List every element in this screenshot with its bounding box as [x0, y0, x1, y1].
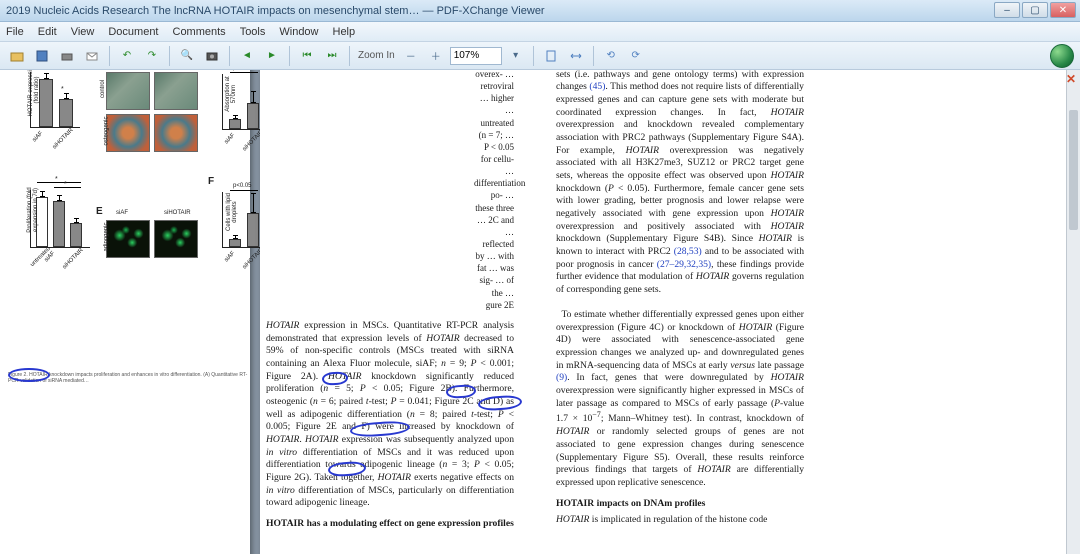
menu-tools[interactable]: Tools: [240, 26, 266, 38]
pdf-page-right: overex- … retroviral … higher … untreate…: [260, 70, 1068, 554]
window-titlebar: 2019 Nucleic Acids Research The lncRNA H…: [0, 0, 1080, 22]
panel-label-f: F: [208, 176, 214, 187]
micrograph-c1: [106, 72, 150, 110]
first-page-icon[interactable]: ⏮: [296, 45, 318, 67]
menubar: File Edit View Document Comments Tools W…: [0, 22, 1080, 42]
col1-fragment: overex- … retroviral … higher … untreate…: [474, 70, 514, 311]
menu-window[interactable]: Window: [279, 26, 318, 38]
undo-icon[interactable]: ↶: [116, 45, 138, 67]
zoom-dropdown-icon[interactable]: ▾: [505, 45, 527, 67]
ylabel-d: Absorption at 570nm: [225, 70, 237, 119]
next-page-icon[interactable]: ►: [261, 45, 283, 67]
zoom-label: Zoom In: [358, 50, 395, 61]
toolbar: ↶ ↷ 🔍 ◄ ► ⏮ ⏭ Zoom In － ＋ 107% ▾ ⟲ ⟳: [0, 42, 1080, 70]
zoom-value-field[interactable]: 107%: [450, 47, 502, 65]
redo-icon[interactable]: ↷: [141, 45, 163, 67]
micrograph-c4: [154, 114, 198, 152]
scrollbar-thumb[interactable]: [1069, 110, 1078, 230]
rotate-right-icon[interactable]: ⟳: [625, 45, 647, 67]
open-icon[interactable]: [6, 45, 28, 67]
window-maximize-button[interactable]: ▢: [1022, 2, 1048, 18]
chart-panel-b: * *: [30, 190, 90, 248]
text-col2: gene set variation analysis (GSVA) to st…: [556, 70, 804, 527]
menu-edit[interactable]: Edit: [38, 26, 57, 38]
micrograph-c3: [106, 114, 150, 152]
tab-close-icon[interactable]: ✕: [1066, 72, 1078, 84]
rotate-left-icon[interactable]: ⟲: [600, 45, 622, 67]
vertical-scrollbar[interactable]: [1066, 70, 1080, 554]
ylabel-f: Cells with lipid droplets: [226, 184, 238, 240]
menu-comments[interactable]: Comments: [173, 26, 226, 38]
window-minimize-button[interactable]: –: [994, 2, 1020, 18]
micrograph-e1: [106, 220, 150, 258]
save-icon[interactable]: [31, 45, 53, 67]
menu-document[interactable]: Document: [108, 26, 158, 38]
window-title: 2019 Nucleic Acids Research The lncRNA H…: [6, 5, 545, 17]
last-page-icon[interactable]: ⏭: [321, 45, 343, 67]
document-viewport[interactable]: A * HOTAIR expression (fold ratio) siAF …: [0, 70, 1080, 554]
snapshot-icon[interactable]: [201, 45, 223, 67]
help-globe-icon[interactable]: [1050, 44, 1074, 68]
col1-heading: HOTAIR has a modulating effect on gene e…: [266, 518, 514, 531]
ylabel-a: HOTAIR expression (fold ratio): [28, 70, 40, 118]
ylabel-b: Proliferation (fold expansion in 7d): [27, 181, 39, 239]
menu-help[interactable]: Help: [333, 26, 356, 38]
fit-page-icon[interactable]: [540, 45, 562, 67]
zoom-in-icon[interactable]: ＋: [425, 45, 447, 67]
print-icon[interactable]: [56, 45, 78, 67]
window-close-button[interactable]: ✕: [1050, 2, 1076, 18]
micrograph-e2: [154, 220, 198, 258]
fit-width-icon[interactable]: [565, 45, 587, 67]
micrograph-c2: [154, 72, 198, 110]
zoom-out-icon[interactable]: －: [400, 45, 422, 67]
menu-file[interactable]: File: [6, 26, 24, 38]
col2-heading: HOTAIR impacts on DNAm profiles: [556, 498, 804, 511]
panel-label-e: E: [96, 206, 103, 217]
figure-2-panel: A * HOTAIR expression (fold ratio) siAF …: [10, 70, 248, 368]
annotation-circle-figure2: [8, 368, 50, 382]
prev-page-icon[interactable]: ◄: [236, 45, 258, 67]
find-icon[interactable]: 🔍: [176, 45, 198, 67]
menu-view[interactable]: View: [71, 26, 95, 38]
pdf-page-left: A * HOTAIR expression (fold ratio) siAF …: [0, 70, 250, 554]
email-icon[interactable]: [81, 45, 103, 67]
